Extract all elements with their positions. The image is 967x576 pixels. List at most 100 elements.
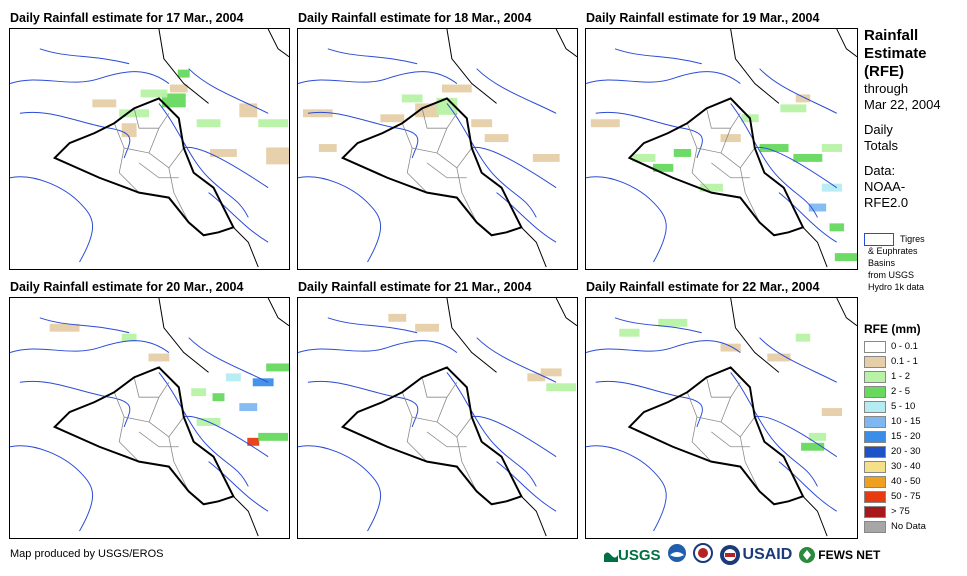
panel-title-2: Daily Rainfall estimate for 18 Mar., 200… bbox=[298, 11, 532, 25]
rainfall-patch bbox=[380, 114, 405, 123]
map-svg bbox=[10, 298, 289, 537]
rfe-legend-row: 15 - 20 bbox=[864, 430, 964, 445]
basin-label-4: from USGS bbox=[868, 270, 915, 280]
district-boundary bbox=[421, 108, 458, 129]
rainfall-patch bbox=[632, 153, 656, 162]
rfe-legend-row: 40 - 50 bbox=[864, 475, 964, 490]
rainfall-patch bbox=[808, 432, 827, 441]
rainfall-patch bbox=[92, 99, 117, 108]
panel-title-4: Daily Rainfall estimate for 20 Mar., 200… bbox=[10, 280, 244, 294]
river-line bbox=[730, 103, 818, 218]
river-line bbox=[496, 192, 557, 243]
rainfall-layer bbox=[619, 318, 843, 451]
river-line bbox=[778, 192, 837, 243]
noaa-logo-icon bbox=[667, 543, 687, 568]
district-boundary bbox=[706, 108, 741, 129]
country-border bbox=[802, 226, 828, 268]
rfe-legend-label: 0.1 - 1 bbox=[891, 356, 918, 367]
usaid-seal-icon bbox=[719, 545, 740, 565]
rainfall-patch bbox=[720, 343, 741, 352]
title-line-date: Mar 22, 2004 bbox=[864, 97, 941, 112]
country-border bbox=[233, 495, 259, 537]
rainfall-patch bbox=[239, 103, 258, 118]
district-boundary bbox=[113, 123, 160, 154]
river-line bbox=[614, 317, 702, 334]
rainfall-patch bbox=[161, 93, 186, 108]
rainfall-patch bbox=[808, 203, 827, 212]
district-boundary bbox=[436, 416, 473, 438]
rainfall-patch bbox=[121, 123, 137, 138]
fewsnet-logo: FEWS NET bbox=[798, 546, 880, 564]
river-line bbox=[754, 415, 838, 458]
district-boundary bbox=[113, 392, 160, 423]
rainfall-patch bbox=[834, 253, 857, 262]
district-boundary bbox=[456, 167, 478, 223]
country-border bbox=[521, 226, 547, 268]
rainfall-patch bbox=[415, 323, 439, 332]
basin-legend: Tigres & Euphrates Basins from USGS Hydr… bbox=[864, 233, 964, 293]
district-boundary bbox=[421, 377, 458, 398]
map-panel-6 bbox=[585, 297, 858, 539]
country-border bbox=[446, 298, 497, 373]
title-line-daily: Daily bbox=[864, 122, 893, 137]
rainfall-patch bbox=[658, 318, 688, 327]
data-source-line1: NOAA- bbox=[864, 179, 906, 194]
rainfall-patch bbox=[532, 153, 560, 162]
district-boundary bbox=[138, 162, 179, 179]
district-boundary bbox=[711, 431, 750, 448]
rfe-legend-label: 5 - 10 bbox=[891, 401, 916, 412]
iraq-boundary bbox=[52, 97, 235, 237]
district-boundary bbox=[168, 436, 190, 492]
usgs-logo: USGS bbox=[604, 547, 661, 564]
district-boundary bbox=[148, 416, 185, 438]
rfe-legend-label: 1 - 2 bbox=[891, 371, 911, 382]
district-boundary bbox=[739, 167, 760, 223]
basin-swatch bbox=[864, 233, 894, 246]
rfe-legend-label: No Data bbox=[891, 521, 926, 532]
rfe-legend-swatch bbox=[864, 416, 886, 428]
district-boundary bbox=[401, 392, 448, 423]
rfe-legend-row: 20 - 30 bbox=[864, 445, 964, 460]
district-boundary bbox=[686, 392, 732, 423]
rainfall-patch bbox=[471, 119, 493, 128]
rainfall-patch bbox=[388, 313, 407, 322]
rainfall-patch bbox=[821, 144, 843, 152]
district-boundary bbox=[148, 147, 185, 169]
river-line bbox=[158, 372, 249, 487]
map-panel-4 bbox=[9, 297, 290, 539]
rfe-legend-row: 30 - 40 bbox=[864, 460, 964, 475]
river-line bbox=[298, 71, 458, 85]
fewsnet-logo-text: FEWS NET bbox=[818, 548, 881, 562]
country-border bbox=[233, 226, 259, 268]
district-boundary bbox=[706, 377, 741, 398]
country-border bbox=[521, 495, 547, 537]
river-line bbox=[10, 71, 170, 85]
map-svg bbox=[298, 29, 577, 268]
rfe-legend-swatch bbox=[864, 386, 886, 398]
rainfall-patch bbox=[302, 109, 333, 118]
doi-seal-icon bbox=[692, 542, 713, 568]
river-line bbox=[586, 71, 741, 85]
rainfall-patch bbox=[673, 149, 692, 157]
rfe-legend-row: No Data bbox=[864, 520, 964, 535]
panel-title-5: Daily Rainfall estimate for 21 Mar., 200… bbox=[298, 280, 532, 294]
map-panel-1 bbox=[9, 28, 290, 270]
rainfall-patch bbox=[247, 437, 260, 446]
district-boundary bbox=[133, 108, 170, 129]
country-border bbox=[730, 298, 780, 373]
river-line bbox=[10, 176, 94, 263]
title-line-rfe: (RFE) bbox=[864, 63, 904, 80]
rainfall-patch bbox=[225, 373, 241, 382]
river-line bbox=[10, 340, 170, 354]
fewsnet-leaf-icon bbox=[799, 547, 816, 563]
usgs-logo-text: USGS bbox=[618, 546, 661, 564]
country-border bbox=[446, 29, 497, 104]
rainfall-layer bbox=[388, 313, 577, 392]
rainfall-patch bbox=[795, 94, 811, 103]
rfe-legend-rows: 0 - 0.1 0.1 - 1 1 - 2 2 - 5 5 - 10 10 - 15 15 … bbox=[864, 340, 964, 535]
district-boundary bbox=[456, 436, 478, 492]
rainfall-patch bbox=[759, 144, 789, 152]
river-line bbox=[298, 176, 382, 263]
rfe-legend-row: 5 - 10 bbox=[864, 400, 964, 415]
rainfall-patch bbox=[169, 84, 188, 93]
